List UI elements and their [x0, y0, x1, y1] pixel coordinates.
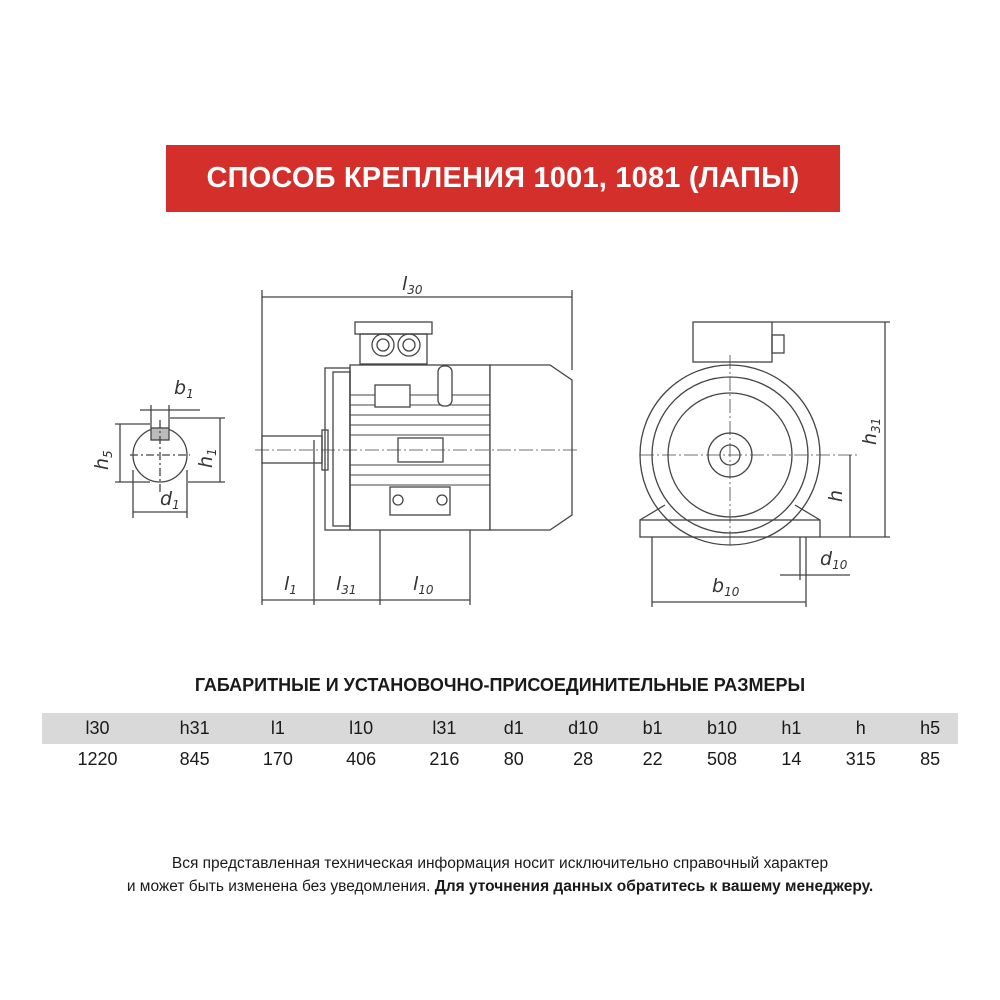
table-cell: 80 — [503, 749, 524, 769]
label-h5: h5 — [91, 450, 115, 470]
table-header-row: l30 h31 l1 l10 l31 d1 d10 b1 b10 h1 h h5 — [42, 713, 958, 744]
motor-front-view — [639, 321, 890, 607]
col-header: h5 — [902, 713, 958, 744]
shaft-section-view — [115, 405, 225, 518]
col-header: l31 — [402, 713, 487, 744]
dimension-labels: l30 l1 l31 l10 b1 d1 h5 h1 h31 h d10 b10 — [91, 273, 883, 599]
label-l31: l31 — [336, 573, 357, 597]
col-header: l10 — [319, 713, 403, 744]
label-l30: l30 — [402, 273, 423, 297]
dimensions-table: l30 h31 l1 l10 l31 d1 d10 b1 b10 h1 h h5… — [42, 713, 958, 775]
col-header: h1 — [763, 713, 820, 744]
label-d1: d1 — [160, 488, 180, 512]
col-header: b1 — [624, 713, 681, 744]
disclaimer-regular: и может быть изменена без уведомления. — [126, 878, 435, 895]
table-cell: 14 — [781, 749, 802, 769]
label-b10: b10 — [712, 575, 740, 599]
disclaimer-bold: Для уточнения данных обратитесь к вашему… — [434, 878, 874, 895]
table-cell: 845 — [179, 749, 210, 769]
col-header: h — [819, 713, 903, 744]
table-cell: 85 — [920, 749, 941, 769]
page-title-banner: СПОСОБ КРЕПЛЕНИЯ 1001, 1081 (ЛАПЫ) — [166, 145, 840, 212]
disclaimer-line-1: Вся представленная техническая информаци… — [171, 855, 829, 872]
label-b1: b1 — [174, 377, 194, 401]
col-header: h31 — [152, 713, 237, 744]
label-l10: l10 — [413, 573, 434, 597]
table-cell: 28 — [573, 749, 594, 769]
table-row: 1220 845 170 406 216 80 28 22 508 14 315… — [42, 744, 958, 775]
label-h1: h1 — [195, 448, 219, 468]
col-header: d10 — [541, 713, 625, 744]
page-title: СПОСОБ КРЕПЛЕНИЯ 1001, 1081 (ЛАПЫ) — [206, 162, 800, 194]
table-heading: ГАБАРИТНЫЕ И УСТАНОВОЧНО-ПРИСОЕДИНИТЕЛЬН… — [194, 675, 806, 695]
label-h31: h31 — [859, 418, 883, 445]
label-l1: l1 — [284, 573, 297, 597]
disclaimer: Вся представленная техническая информаци… — [0, 852, 1000, 898]
col-header: b10 — [680, 713, 764, 744]
col-header: l1 — [236, 713, 320, 744]
table-cell: 22 — [642, 749, 663, 769]
disclaimer-line-2: и может быть изменена без уведомления. Д… — [0, 875, 1000, 898]
table-cell: 406 — [346, 749, 377, 769]
col-header: l30 — [42, 713, 153, 744]
table-cell: 1220 — [77, 749, 118, 769]
col-header: d1 — [486, 713, 542, 744]
table-cell: 315 — [845, 749, 876, 769]
label-d10: d10 — [820, 548, 848, 572]
label-h: h — [825, 490, 847, 502]
table-cell: 216 — [429, 749, 460, 769]
table-cell: 170 — [262, 749, 293, 769]
motor-side-view — [255, 290, 578, 605]
table-cell: 508 — [706, 749, 737, 769]
